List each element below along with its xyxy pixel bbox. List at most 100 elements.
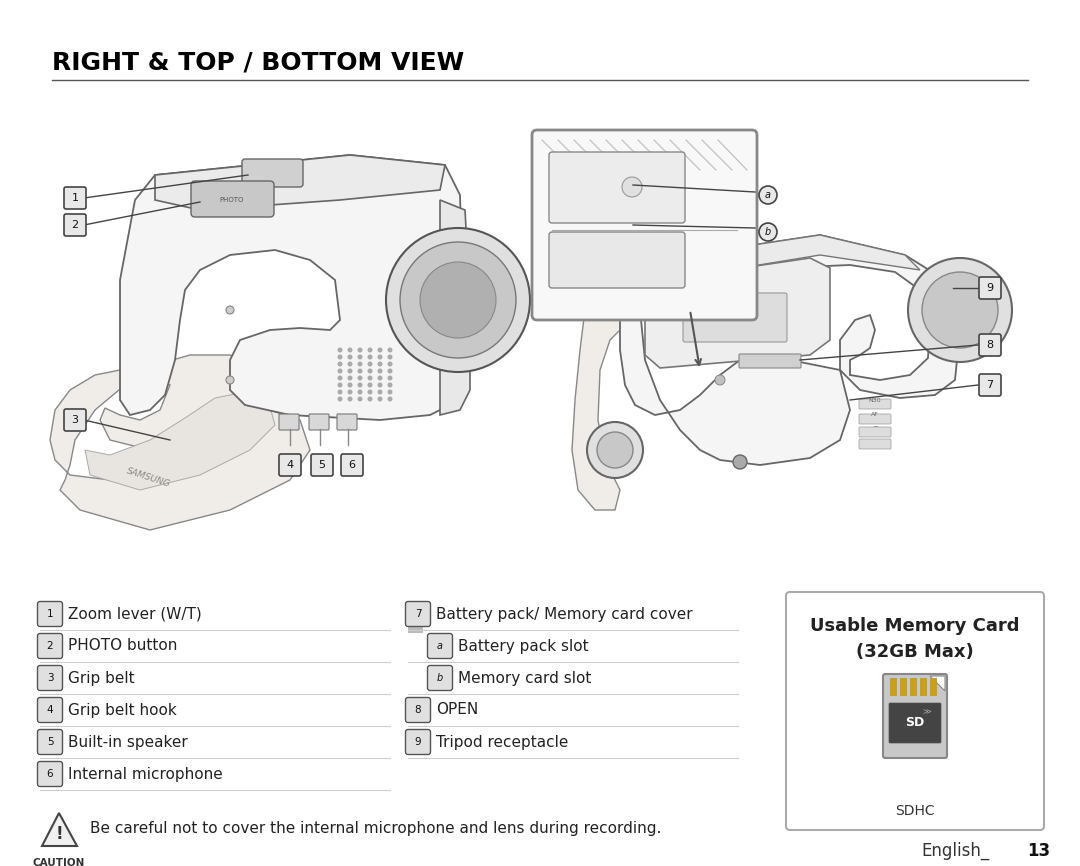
Polygon shape — [42, 813, 77, 846]
Text: 6: 6 — [349, 460, 355, 470]
Text: Battery pack/ Memory card cover: Battery pack/ Memory card cover — [436, 606, 692, 622]
Circle shape — [348, 361, 352, 366]
Text: RIGHT & TOP / BOTTOM VIEW: RIGHT & TOP / BOTTOM VIEW — [52, 50, 464, 74]
Circle shape — [357, 347, 363, 352]
Circle shape — [367, 347, 373, 352]
Text: b: b — [765, 227, 771, 237]
FancyBboxPatch shape — [38, 665, 63, 690]
Polygon shape — [156, 155, 445, 210]
Circle shape — [367, 397, 373, 402]
Text: 7: 7 — [415, 609, 421, 619]
Circle shape — [357, 397, 363, 402]
Circle shape — [378, 397, 382, 402]
Text: 3: 3 — [71, 415, 79, 425]
Circle shape — [622, 177, 642, 197]
FancyBboxPatch shape — [38, 729, 63, 754]
Text: English_: English_ — [921, 842, 990, 860]
FancyBboxPatch shape — [859, 427, 891, 437]
Circle shape — [367, 383, 373, 387]
Bar — [910, 678, 917, 696]
Text: ≫: ≫ — [922, 708, 931, 716]
Polygon shape — [50, 355, 310, 530]
Text: Zoom lever (W/T): Zoom lever (W/T) — [68, 606, 202, 622]
FancyBboxPatch shape — [38, 634, 63, 658]
Circle shape — [337, 347, 342, 352]
Circle shape — [357, 383, 363, 387]
Circle shape — [378, 390, 382, 395]
Circle shape — [348, 383, 352, 387]
Text: Usable Memory Card: Usable Memory Card — [810, 617, 1020, 635]
Text: !: ! — [55, 825, 63, 843]
Text: Grip belt hook: Grip belt hook — [68, 702, 177, 718]
Text: 9: 9 — [986, 283, 994, 293]
FancyBboxPatch shape — [38, 697, 63, 722]
Text: Battery pack slot: Battery pack slot — [458, 638, 589, 654]
Text: SAMSUNG: SAMSUNG — [125, 467, 171, 489]
Text: Tripod receptacle: Tripod receptacle — [436, 734, 568, 749]
Text: 2: 2 — [46, 641, 53, 651]
Circle shape — [378, 347, 382, 352]
Text: 3: 3 — [46, 673, 53, 683]
Circle shape — [388, 390, 392, 395]
Text: 4: 4 — [46, 705, 53, 715]
Bar — [890, 678, 897, 696]
Text: 2: 2 — [71, 220, 79, 230]
FancyBboxPatch shape — [242, 159, 303, 187]
Text: ~: ~ — [872, 424, 878, 430]
Text: Grip belt: Grip belt — [68, 670, 135, 686]
FancyBboxPatch shape — [309, 414, 329, 430]
Circle shape — [348, 376, 352, 380]
Text: N30: N30 — [868, 397, 881, 403]
Circle shape — [378, 383, 382, 387]
FancyBboxPatch shape — [739, 354, 801, 368]
Circle shape — [367, 390, 373, 395]
Circle shape — [337, 383, 342, 387]
FancyBboxPatch shape — [405, 729, 431, 754]
Polygon shape — [645, 258, 831, 368]
FancyBboxPatch shape — [191, 181, 274, 217]
Text: 4: 4 — [286, 460, 294, 470]
Text: OPEN: OPEN — [436, 702, 478, 718]
Circle shape — [388, 369, 392, 373]
Polygon shape — [440, 200, 470, 415]
Circle shape — [420, 262, 496, 338]
FancyBboxPatch shape — [859, 414, 891, 424]
Text: a: a — [437, 641, 443, 651]
Text: CAUTION: CAUTION — [32, 858, 85, 866]
Circle shape — [759, 223, 777, 241]
FancyBboxPatch shape — [549, 152, 685, 223]
Text: (32GB Max): (32GB Max) — [856, 643, 974, 661]
Circle shape — [357, 361, 363, 366]
Text: SDHC: SDHC — [895, 804, 935, 818]
Circle shape — [378, 376, 382, 380]
Text: 1: 1 — [71, 193, 79, 203]
Circle shape — [715, 375, 725, 385]
Circle shape — [378, 361, 382, 366]
Circle shape — [388, 354, 392, 359]
Text: Memory card slot: Memory card slot — [458, 670, 592, 686]
Circle shape — [386, 228, 530, 372]
FancyBboxPatch shape — [859, 439, 891, 449]
Text: a: a — [765, 190, 771, 200]
Circle shape — [388, 361, 392, 366]
Text: SD: SD — [728, 313, 743, 323]
Text: SD: SD — [905, 716, 924, 729]
Circle shape — [337, 354, 342, 359]
Circle shape — [337, 369, 342, 373]
FancyBboxPatch shape — [64, 409, 86, 431]
Circle shape — [367, 361, 373, 366]
Circle shape — [588, 422, 643, 478]
Text: 1: 1 — [46, 609, 53, 619]
Circle shape — [357, 390, 363, 395]
Polygon shape — [620, 235, 960, 465]
FancyBboxPatch shape — [405, 697, 431, 722]
Circle shape — [759, 186, 777, 204]
Circle shape — [337, 390, 342, 395]
Polygon shape — [572, 260, 650, 510]
FancyBboxPatch shape — [532, 130, 757, 320]
Circle shape — [337, 361, 342, 366]
Text: Be careful not to cover the internal microphone and lens during recording.: Be careful not to cover the internal mic… — [90, 820, 661, 836]
FancyBboxPatch shape — [38, 761, 63, 786]
FancyBboxPatch shape — [978, 374, 1001, 396]
FancyBboxPatch shape — [64, 214, 86, 236]
